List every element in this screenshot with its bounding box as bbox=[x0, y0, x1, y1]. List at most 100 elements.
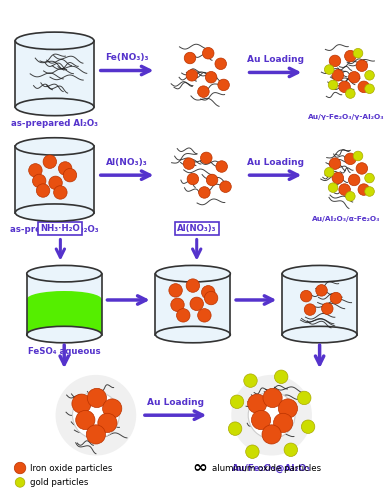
Circle shape bbox=[231, 375, 312, 456]
Circle shape bbox=[190, 297, 203, 310]
Text: gold particles: gold particles bbox=[30, 478, 88, 487]
Circle shape bbox=[365, 84, 374, 94]
Circle shape bbox=[332, 173, 344, 184]
Polygon shape bbox=[15, 146, 94, 213]
Circle shape bbox=[171, 298, 184, 311]
Text: Au/γ-Fe₂O₃/γ-Al₂O₃: Au/γ-Fe₂O₃/γ-Al₂O₃ bbox=[308, 114, 385, 120]
Ellipse shape bbox=[27, 326, 102, 343]
Circle shape bbox=[345, 153, 356, 164]
Circle shape bbox=[312, 141, 381, 210]
Circle shape bbox=[184, 52, 196, 64]
Circle shape bbox=[345, 89, 355, 99]
Circle shape bbox=[330, 292, 342, 304]
Polygon shape bbox=[155, 274, 230, 334]
Circle shape bbox=[263, 388, 282, 407]
Ellipse shape bbox=[15, 204, 94, 221]
Ellipse shape bbox=[15, 32, 94, 49]
Circle shape bbox=[205, 71, 217, 83]
Circle shape bbox=[358, 81, 370, 93]
Circle shape bbox=[15, 478, 25, 487]
Circle shape bbox=[206, 174, 218, 186]
Circle shape bbox=[187, 173, 199, 185]
Circle shape bbox=[312, 38, 381, 107]
Circle shape bbox=[215, 58, 227, 69]
Circle shape bbox=[72, 394, 91, 413]
Circle shape bbox=[218, 79, 229, 91]
Circle shape bbox=[86, 425, 105, 444]
Circle shape bbox=[49, 176, 62, 190]
Circle shape bbox=[159, 133, 244, 217]
Circle shape bbox=[87, 388, 107, 407]
Circle shape bbox=[216, 161, 227, 173]
Ellipse shape bbox=[282, 266, 357, 282]
Ellipse shape bbox=[27, 291, 102, 307]
Circle shape bbox=[14, 462, 26, 474]
Circle shape bbox=[63, 169, 77, 182]
Text: Al(NO₃)₃: Al(NO₃)₃ bbox=[106, 157, 148, 166]
Circle shape bbox=[199, 187, 210, 198]
Circle shape bbox=[316, 285, 327, 296]
Circle shape bbox=[248, 392, 295, 439]
Circle shape bbox=[183, 158, 195, 170]
Circle shape bbox=[230, 395, 244, 408]
Circle shape bbox=[33, 174, 46, 188]
Circle shape bbox=[365, 173, 374, 183]
Circle shape bbox=[176, 309, 190, 322]
Circle shape bbox=[321, 303, 333, 314]
Circle shape bbox=[201, 286, 215, 299]
Circle shape bbox=[348, 71, 360, 83]
Text: Au Loading: Au Loading bbox=[247, 55, 304, 64]
Circle shape bbox=[274, 370, 288, 383]
Ellipse shape bbox=[15, 98, 94, 116]
Circle shape bbox=[56, 375, 136, 456]
Circle shape bbox=[300, 290, 312, 302]
Circle shape bbox=[353, 48, 363, 58]
Circle shape bbox=[76, 410, 95, 430]
Text: aluminum oxide particles: aluminum oxide particles bbox=[212, 463, 321, 472]
Circle shape bbox=[328, 80, 338, 90]
Circle shape bbox=[329, 55, 341, 67]
Circle shape bbox=[356, 60, 368, 71]
Circle shape bbox=[29, 163, 42, 177]
Circle shape bbox=[353, 151, 363, 161]
Circle shape bbox=[198, 309, 211, 322]
Circle shape bbox=[36, 184, 50, 197]
Circle shape bbox=[339, 81, 350, 93]
Text: Iron oxide particles: Iron oxide particles bbox=[30, 463, 112, 472]
Circle shape bbox=[325, 65, 334, 74]
Text: Fe(NO₃)₃: Fe(NO₃)₃ bbox=[105, 53, 149, 62]
Circle shape bbox=[262, 425, 281, 444]
Circle shape bbox=[248, 394, 267, 413]
Circle shape bbox=[345, 192, 355, 201]
Circle shape bbox=[246, 445, 259, 458]
Circle shape bbox=[328, 183, 338, 193]
Circle shape bbox=[365, 187, 374, 196]
Text: NH₃·H₂O: NH₃·H₂O bbox=[40, 224, 80, 233]
Circle shape bbox=[345, 50, 356, 62]
Circle shape bbox=[356, 162, 368, 174]
Text: Au Loading: Au Loading bbox=[147, 397, 204, 406]
Circle shape bbox=[186, 69, 198, 81]
Circle shape bbox=[332, 69, 344, 81]
Polygon shape bbox=[282, 274, 357, 334]
Circle shape bbox=[203, 47, 214, 59]
Circle shape bbox=[201, 152, 212, 163]
Polygon shape bbox=[15, 41, 94, 107]
Circle shape bbox=[325, 167, 334, 177]
Polygon shape bbox=[27, 274, 102, 334]
Circle shape bbox=[301, 420, 315, 434]
Circle shape bbox=[204, 291, 218, 305]
Circle shape bbox=[198, 86, 209, 98]
Ellipse shape bbox=[15, 138, 94, 155]
Circle shape bbox=[54, 186, 67, 199]
Circle shape bbox=[284, 443, 298, 457]
Circle shape bbox=[365, 70, 374, 80]
Ellipse shape bbox=[282, 326, 357, 343]
Circle shape bbox=[339, 184, 350, 195]
Circle shape bbox=[251, 410, 270, 430]
Circle shape bbox=[103, 399, 122, 418]
Circle shape bbox=[169, 284, 182, 297]
Circle shape bbox=[298, 391, 311, 404]
Ellipse shape bbox=[155, 326, 230, 343]
Circle shape bbox=[43, 155, 56, 169]
